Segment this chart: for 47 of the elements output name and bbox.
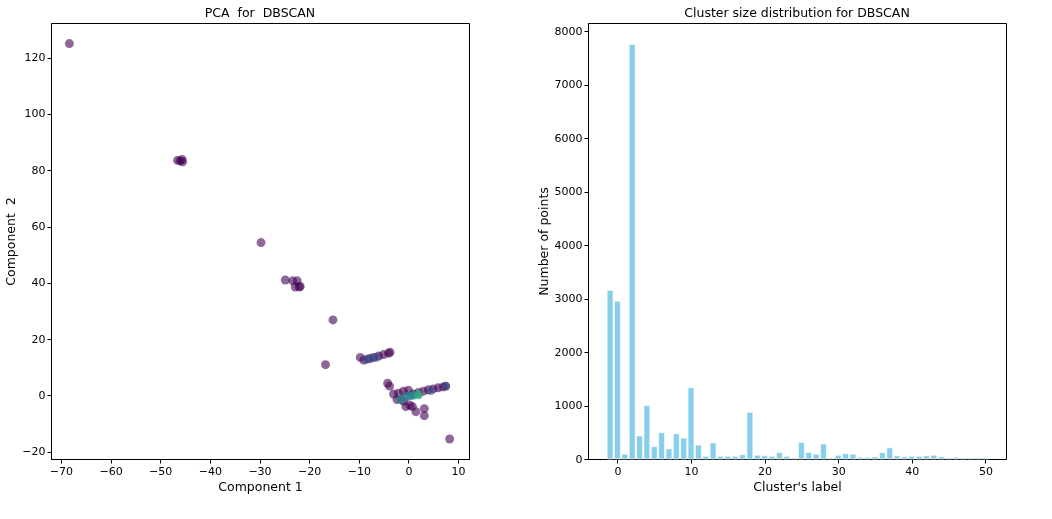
y-axis-title: Number of points — [535, 187, 551, 296]
y-tick-label: 0 — [38, 388, 46, 402]
point — [256, 238, 266, 248]
y-tick-label: 80 — [31, 163, 46, 177]
y-tick-label: −20 — [22, 445, 46, 459]
x-tick-label: −20 — [298, 464, 322, 478]
point — [64, 39, 74, 49]
chart-title: PCA for DBSCAN — [204, 4, 316, 20]
point — [419, 411, 429, 421]
x-tick-label: 20 — [758, 464, 773, 478]
point — [321, 360, 330, 370]
y-tick-label: 8000 — [554, 24, 583, 38]
y-axis-title: Component 2 — [3, 197, 19, 286]
x-tick-label: 0 — [614, 464, 622, 478]
y-tick-label: 7000 — [554, 78, 583, 92]
y-tick-label: 5000 — [554, 185, 583, 199]
y-tick-label: 3000 — [554, 292, 583, 306]
x-tick-label: −50 — [149, 464, 173, 478]
y-tick-label: 40 — [31, 276, 46, 290]
point — [328, 315, 338, 325]
x-tick-label: 50 — [978, 464, 993, 478]
y-tick-label: 6000 — [554, 131, 583, 145]
y-tick-label: 2000 — [554, 345, 583, 359]
point — [419, 404, 429, 414]
x-tick-label: −60 — [99, 464, 123, 478]
point — [401, 402, 411, 412]
y-tick-label: 0 — [575, 452, 583, 466]
y-tick-label: 120 — [24, 51, 46, 65]
x-tick-label: 10 — [451, 464, 466, 478]
y-tick-label: 1000 — [554, 399, 583, 412]
x-tick-label: 30 — [831, 464, 846, 478]
point — [411, 407, 421, 417]
point — [445, 434, 455, 444]
x-axis-title: Cluster's label — [753, 478, 842, 494]
y-tick-label: 20 — [31, 332, 46, 346]
y-tick-label: 100 — [24, 107, 46, 121]
y-tick-label: 60 — [31, 220, 46, 233]
y-tick-label: 4000 — [554, 238, 583, 252]
x-tick-label: 40 — [905, 464, 920, 478]
x-tick-label: −30 — [248, 464, 272, 478]
chart-title: Cluster size distribution for DBSCAN — [684, 4, 910, 20]
x-tick-label: 10 — [684, 464, 699, 478]
x-tick-label: −10 — [347, 464, 371, 478]
x-tick-label: −40 — [198, 464, 222, 478]
x-tick-label: 0 — [405, 464, 413, 478]
x-tick-label: −70 — [49, 464, 74, 478]
x-axis-title: Component 1 — [218, 478, 303, 494]
